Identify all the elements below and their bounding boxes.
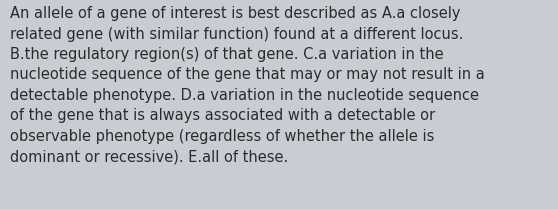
Text: An allele of a gene of interest is best described as A.a closely
related gene (w: An allele of a gene of interest is best … <box>10 6 485 164</box>
